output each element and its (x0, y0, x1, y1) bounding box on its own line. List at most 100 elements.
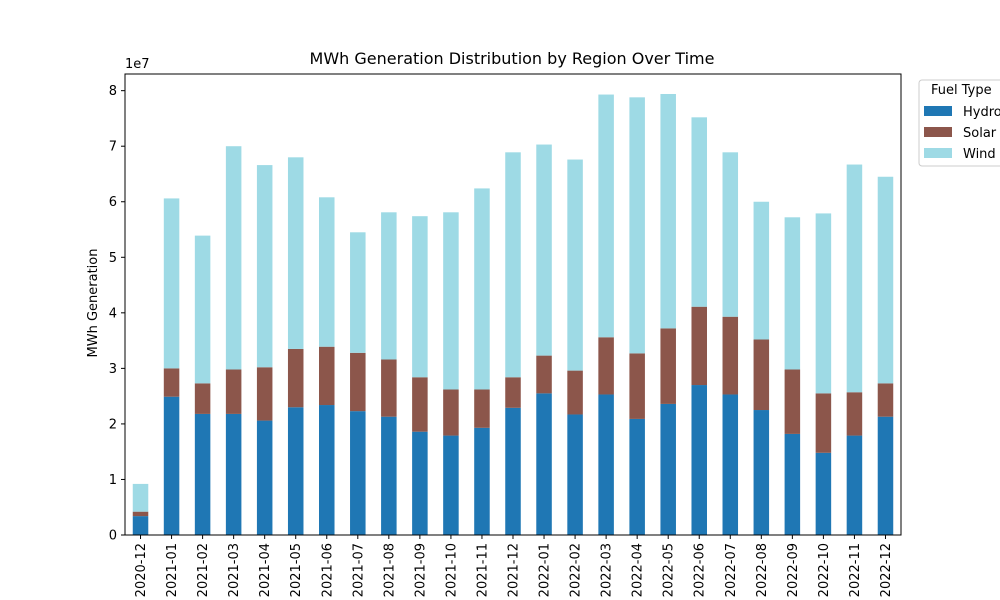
x-axis-ticks: 2020-12 2021-01 2021-02 2021-03 2021-04 2021-… (134, 535, 894, 597)
x-tick-label: 2021-07 (351, 543, 366, 597)
legend-label-solar: Solar (963, 126, 997, 141)
bar-solar-2021-04 (256, 367, 273, 421)
x-tick-label: 2022-01 (538, 543, 553, 597)
bar-hydro-2021-04 (256, 420, 273, 535)
bar-hydro-2022-12 (877, 416, 894, 535)
x-tick-label: 2021-11 (475, 543, 490, 597)
bar-wind-2022-04 (629, 97, 645, 354)
y-tick-label: 2 (109, 417, 117, 432)
x-tick-label: 2022-04 (631, 543, 646, 597)
bar-wind-2021-08 (381, 212, 397, 360)
bar-hydro-2021-02 (194, 413, 211, 535)
bar-hydro-2022-10 (815, 452, 832, 535)
y-axis-multiplier: 1e7 (125, 57, 150, 72)
bar-solar-2021-05 (287, 348, 304, 408)
bar-solar-2022-08 (753, 339, 770, 411)
bar-solar-2021-10 (443, 389, 459, 436)
y-tick-label: 4 (109, 306, 117, 321)
bar-wind-2022-05 (660, 93, 676, 329)
bar-wind-2020-12 (132, 483, 149, 512)
bar-wind-2021-05 (287, 157, 304, 349)
x-tick-label: 2022-06 (693, 543, 708, 597)
bar-solar-2022-10 (815, 393, 832, 453)
legend[interactable]: Fuel Type Hydro Solar Wind (918, 79, 1000, 167)
bar-wind-2021-04 (256, 165, 273, 368)
bar-hydro-2022-09 (784, 433, 801, 535)
bar-wind-2021-01 (163, 198, 180, 369)
bar-hydro-2020-12 (132, 516, 149, 535)
bar-wind-2021-11 (474, 188, 490, 390)
bar-wind-2021-10 (443, 212, 459, 390)
bar-wind-2021-09 (412, 216, 428, 378)
bar-hydro-2022-01 (536, 393, 552, 535)
bar-wind-2021-02 (194, 235, 211, 384)
bar-hydro-2022-07 (722, 394, 739, 535)
bar-solar-2022-09 (784, 369, 801, 434)
legend-swatch-solar (924, 127, 952, 137)
bar-hydro-2021-01 (163, 396, 180, 535)
x-tick-label: 2021-12 (507, 543, 522, 597)
x-tick-label: 2021-08 (382, 543, 397, 597)
bar-solar-2021-06 (319, 346, 335, 406)
bar-solar-2022-04 (629, 353, 645, 419)
bar-solar-2022-02 (567, 370, 583, 415)
legend-title: Fuel Type (931, 83, 992, 98)
bar-solar-2021-09 (412, 377, 428, 432)
x-tick-label: 2021-03 (227, 543, 242, 597)
bar-wind-2022-07 (722, 152, 739, 317)
y-tick-label: 5 (109, 251, 117, 266)
bar-wind-2022-03 (598, 94, 614, 338)
chart-title: MWh Generation Distribution by Region Ov… (310, 49, 715, 68)
x-tick-label: 2021-02 (196, 543, 211, 597)
legend-label-hydro: Hydro (963, 105, 1000, 120)
bar-solar-2022-12 (877, 383, 894, 417)
y-axis-label: MWh Generation (86, 249, 101, 358)
bar-wind-2022-12 (877, 176, 894, 384)
y-tick-label: 1 (109, 473, 117, 488)
x-tick-label: 2022-09 (786, 543, 801, 597)
bar-hydro-2021-08 (381, 416, 397, 535)
bar-solar-2022-06 (691, 306, 707, 386)
plot-frame (124, 73, 902, 536)
bar-hydro-2021-10 (443, 435, 459, 535)
bar-hydro-2021-11 (474, 427, 490, 535)
bar-wind-2021-12 (505, 152, 521, 378)
bar-hydro-2021-03 (225, 413, 242, 535)
y-tick-label: 7 (109, 140, 117, 155)
bars-group (132, 93, 894, 535)
bar-hydro-2022-02 (567, 414, 583, 535)
x-tick-label: 2022-08 (755, 543, 770, 597)
x-tick-label: 2020-12 (134, 543, 149, 597)
bar-wind-2022-08 (753, 201, 770, 340)
y-tick-label: 3 (109, 362, 117, 377)
bar-solar-2021-02 (194, 383, 211, 414)
legend-box (918, 79, 1000, 167)
bar-solar-2022-05 (660, 328, 676, 404)
x-tick-label: 2021-04 (258, 543, 273, 597)
x-tick-label: 2022-02 (569, 543, 584, 597)
x-tick-label: 2021-01 (165, 543, 180, 597)
x-tick-label: 2022-03 (600, 543, 615, 597)
bar-wind-2022-01 (536, 144, 552, 356)
bar-wind-2022-02 (567, 159, 583, 371)
x-tick-label: 2021-05 (289, 543, 304, 597)
bar-wind-2021-06 (319, 197, 335, 347)
bar-solar-2021-01 (163, 368, 180, 397)
bar-hydro-2021-07 (350, 411, 366, 535)
bar-solar-2022-07 (722, 316, 739, 395)
x-tick-label: 2022-12 (879, 543, 894, 597)
legend-label-wind: Wind (963, 147, 996, 162)
bar-wind-2022-11 (846, 164, 863, 393)
bar-wind-2022-10 (815, 213, 832, 394)
y-tick-label: 0 (109, 529, 117, 544)
bar-wind-2021-07 (350, 232, 366, 353)
bar-solar-2022-03 (598, 337, 614, 395)
x-tick-label: 2022-10 (817, 543, 832, 597)
y-tick-label: 8 (109, 84, 117, 99)
legend-swatch-hydro (924, 106, 952, 116)
x-tick-label: 2021-06 (320, 543, 335, 597)
bar-hydro-2021-06 (319, 405, 335, 535)
x-tick-label: 2021-10 (444, 543, 459, 597)
bar-hydro-2022-03 (598, 394, 614, 535)
bar-hydro-2021-12 (505, 407, 521, 535)
